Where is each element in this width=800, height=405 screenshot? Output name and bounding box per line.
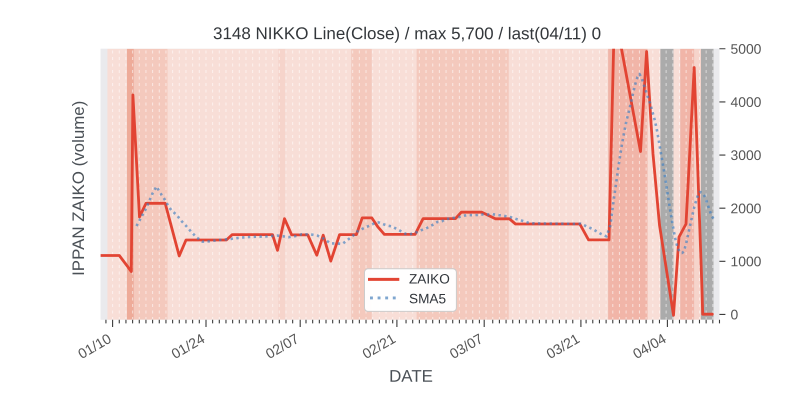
svg-text:4000: 4000: [730, 94, 761, 110]
svg-text:2000: 2000: [730, 200, 761, 216]
svg-text:ZAIKO: ZAIKO: [409, 272, 450, 287]
svg-text:3000: 3000: [730, 147, 761, 163]
svg-text:1000: 1000: [730, 253, 761, 269]
svg-text:5000: 5000: [730, 41, 761, 57]
svg-text:IPPAN ZAIKO (volume): IPPAN ZAIKO (volume): [69, 101, 88, 276]
svg-text:0: 0: [730, 306, 738, 322]
svg-text:SMA5: SMA5: [409, 291, 446, 306]
svg-text:3148 NIKKO Line(Close) / max 5: 3148 NIKKO Line(Close) / max 5,700 / las…: [213, 24, 601, 43]
svg-text:DATE: DATE: [389, 367, 433, 386]
